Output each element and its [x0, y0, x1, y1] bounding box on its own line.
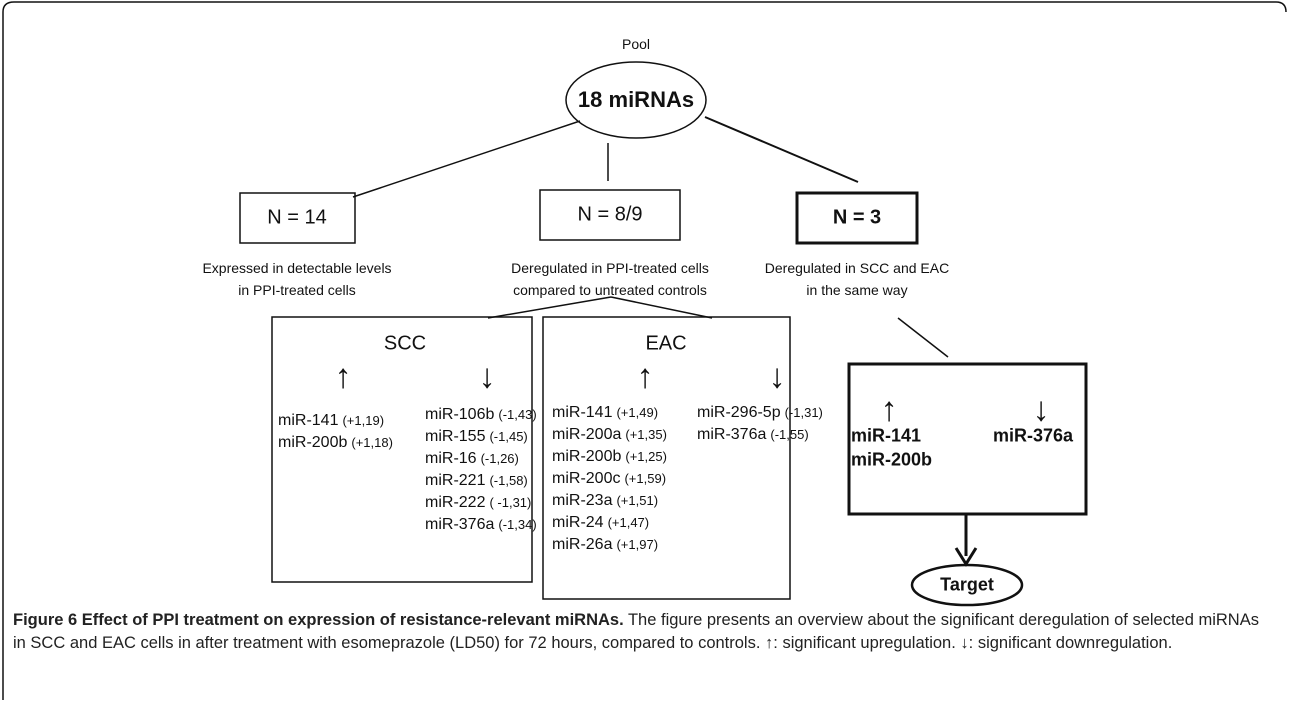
fold-change: (+1,47)	[607, 515, 650, 530]
mirna-row: miR-200c (+1,59)	[552, 470, 666, 488]
fold-change: (+1,19)	[342, 413, 385, 428]
frame	[2, 1, 15, 700]
pool-node: 18 miRNAs	[577, 87, 695, 112]
mirna-row: miR-26a (+1,97)	[552, 536, 658, 554]
mirna-row: miR-141 (+1,19)	[278, 412, 384, 430]
fold-change: (-1,43)	[498, 407, 537, 422]
fold-change: (-1,34)	[498, 517, 537, 532]
mirna-row: miR-106b (-1,43)	[425, 406, 537, 424]
mirna-name: miR-16	[425, 450, 477, 467]
branch-description: Expressed in detectable levels	[202, 260, 392, 276]
mirna-name: miR-200b	[552, 448, 622, 465]
mirna-name: miR-376a	[697, 426, 767, 443]
connector	[610, 296, 713, 319]
mirna-row: miR-200b (+1,25)	[552, 448, 667, 466]
caption: Figure 6 Effect of PPI treatment on expr…	[13, 609, 1275, 655]
box	[239, 192, 356, 244]
down-arrow: ↓	[1032, 390, 1050, 429]
fold-change: (-1,31)	[784, 405, 823, 420]
group-title: EAC	[645, 332, 687, 355]
mirna-row: miR-200b (+1,18)	[278, 434, 393, 452]
fold-change: ( -1,31)	[489, 495, 532, 510]
target-label: Target	[940, 574, 994, 595]
mirna-row: miR-376a (-1,55)	[697, 426, 809, 444]
eac-box	[542, 316, 791, 600]
mirna-name: miR-221	[425, 472, 486, 489]
mirna-name: miR-376a	[425, 516, 495, 533]
mirna-name: miR-141	[278, 412, 339, 429]
down-arrow: ↓	[768, 357, 786, 396]
caption-symbol: ↓	[960, 634, 969, 652]
target-ellipse	[910, 563, 1024, 607]
mirna-row: miR-296-5p (-1,31)	[697, 404, 823, 422]
group-title: SCC	[383, 332, 427, 355]
up-arrow: ↑	[880, 390, 898, 429]
fold-change: (-1,26)	[480, 451, 519, 466]
mirna-name: miR-376a	[993, 425, 1074, 446]
mirna-name: miR-106b	[425, 406, 495, 423]
mirna-name: miR-26a	[552, 536, 613, 553]
mirna-name: miR-155	[425, 428, 486, 445]
caption-body: The figure presents an overview about th…	[13, 611, 1259, 652]
pool-ellipse	[565, 61, 707, 139]
mirna-name: miR-200b	[851, 449, 933, 470]
up-arrow: ↑	[636, 357, 654, 396]
pool-label: Pool	[621, 36, 651, 52]
mirna-row: miR-222( -1,31)	[425, 494, 531, 512]
mirna-row: miR-24 (+1,47)	[552, 514, 649, 532]
mirna-row: miR-200a (+1,35)	[552, 426, 667, 444]
up-arrow: ↑	[334, 357, 352, 396]
mirna-row: miR-16 (-1,26)	[425, 450, 519, 468]
mirna-name: miR-23a	[552, 492, 613, 509]
branch-description: in PPI-treated cells	[238, 282, 356, 298]
caption-text: : significant downregulation.	[968, 634, 1173, 652]
mirna-name: miR-200c	[552, 470, 621, 487]
mirna-name: miR-296-5p	[697, 404, 781, 421]
fold-change: (+1,97)	[616, 537, 659, 552]
fold-change: (+1,49)	[616, 405, 659, 420]
branch-count: N = 3	[832, 206, 882, 229]
box	[539, 189, 681, 241]
fold-change: (-1,45)	[489, 429, 528, 444]
scc-box	[271, 316, 533, 583]
fold-change: (+1,25)	[625, 449, 667, 464]
connector	[352, 120, 581, 198]
fold-change: (+1,51)	[616, 493, 659, 508]
fold-change: (+1,18)	[351, 435, 393, 450]
mirna-name: miR-24	[552, 514, 604, 531]
fold-change: (+1,35)	[625, 427, 667, 442]
branch-count: N = 14	[267, 206, 327, 229]
branch-description: compared to untreated controls	[513, 282, 707, 298]
fold-change: (+1,59)	[624, 471, 667, 486]
branch-description: Deregulated in SCC and EAC	[764, 260, 950, 276]
caption-title: Figure 6 Effect of PPI treatment on expr…	[13, 611, 624, 629]
mirna-name: miR-141	[552, 404, 613, 421]
mirna-row: miR-23a (+1,51)	[552, 492, 658, 510]
caption-text: : significant upregulation.	[773, 634, 956, 652]
branch-count: N = 8/9	[577, 203, 643, 226]
branch-description: Deregulated in PPI-treated cells	[511, 260, 709, 276]
branch-description: in the same way	[806, 282, 908, 298]
mirna-name: miR-200b	[278, 434, 348, 451]
mirna-name: miR-222	[425, 494, 486, 511]
connector	[704, 116, 859, 183]
mirna-row: miR-155 (-1,45)	[425, 428, 528, 446]
down-arrow: ↓	[478, 357, 496, 396]
fold-change: (-1,55)	[770, 427, 809, 442]
mirna-row: miR-376a (-1,34)	[425, 516, 537, 534]
mirna-row: miR-221 (-1,58)	[425, 472, 528, 490]
fold-change: (-1,58)	[489, 473, 528, 488]
frame	[14, 1, 1287, 13]
mirna-name: miR-141	[851, 425, 922, 446]
connector	[487, 296, 612, 319]
mirna-name: miR-200a	[552, 426, 622, 443]
caption-symbol: ↑	[765, 634, 774, 652]
box	[795, 191, 919, 245]
connector	[897, 317, 949, 358]
mirna-row: miR-141 (+1,49)	[552, 404, 658, 422]
